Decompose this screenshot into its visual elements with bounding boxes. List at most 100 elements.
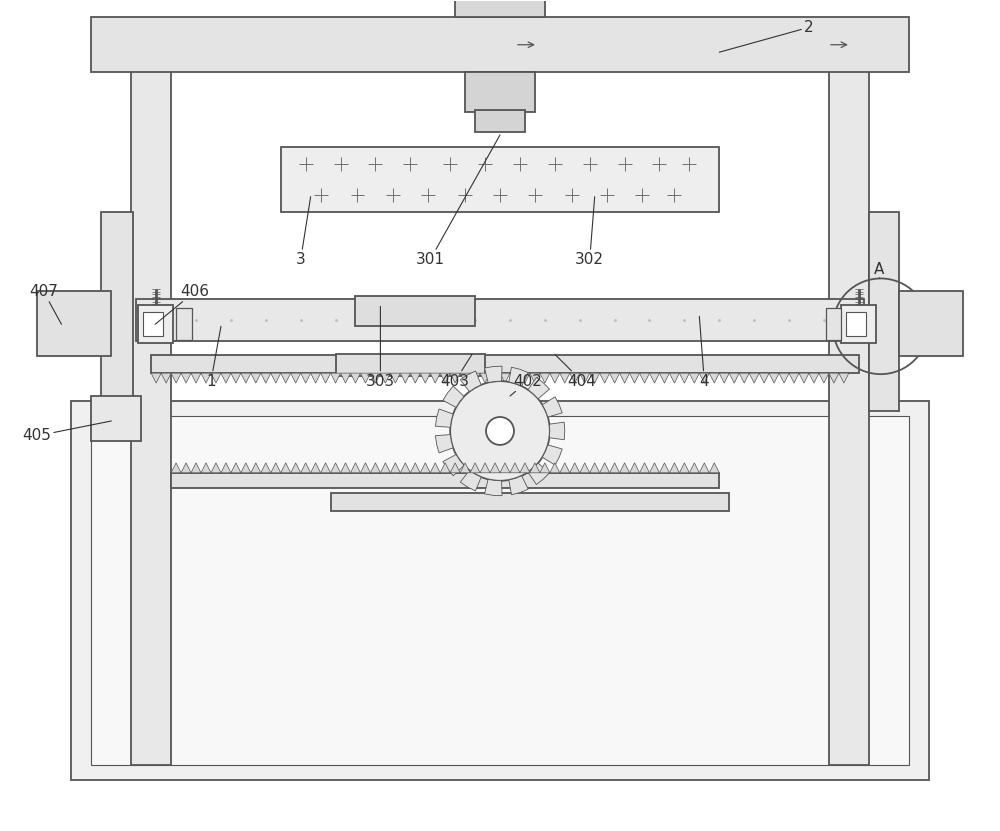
Polygon shape <box>443 455 464 476</box>
Polygon shape <box>600 373 610 383</box>
Bar <box>136 299 864 342</box>
Text: 301: 301 <box>416 135 500 267</box>
Polygon shape <box>360 373 370 383</box>
Bar <box>151 355 859 373</box>
Polygon shape <box>759 373 769 383</box>
Polygon shape <box>221 463 231 473</box>
Polygon shape <box>460 371 481 391</box>
Polygon shape <box>679 373 689 383</box>
Polygon shape <box>570 463 580 473</box>
Polygon shape <box>699 463 709 473</box>
Polygon shape <box>520 463 530 473</box>
Polygon shape <box>600 463 610 473</box>
Polygon shape <box>570 373 580 383</box>
Polygon shape <box>430 463 440 473</box>
Polygon shape <box>191 373 201 383</box>
Polygon shape <box>281 463 291 473</box>
Polygon shape <box>341 373 351 383</box>
Polygon shape <box>171 463 181 473</box>
Bar <box>101 212 133 411</box>
Bar <box>455 0 545 17</box>
Bar <box>841 305 876 343</box>
Polygon shape <box>151 373 161 383</box>
Polygon shape <box>590 373 600 383</box>
Text: 303: 303 <box>366 307 395 389</box>
Polygon shape <box>839 373 849 383</box>
Polygon shape <box>509 476 528 494</box>
Polygon shape <box>400 373 410 383</box>
Bar <box>91 416 909 765</box>
Polygon shape <box>450 463 460 473</box>
Polygon shape <box>640 463 649 473</box>
Polygon shape <box>181 463 191 473</box>
Polygon shape <box>620 463 630 473</box>
Polygon shape <box>480 463 490 473</box>
Polygon shape <box>351 463 360 473</box>
Polygon shape <box>470 373 480 383</box>
Polygon shape <box>729 373 739 383</box>
Polygon shape <box>689 373 699 383</box>
Polygon shape <box>470 463 480 473</box>
Polygon shape <box>201 373 211 383</box>
Polygon shape <box>528 377 549 399</box>
Text: 2: 2 <box>719 20 814 52</box>
Polygon shape <box>485 479 502 496</box>
Polygon shape <box>351 373 360 383</box>
Bar <box>171 473 719 488</box>
Polygon shape <box>620 373 630 383</box>
Polygon shape <box>659 463 669 473</box>
Polygon shape <box>311 373 321 383</box>
Polygon shape <box>739 373 749 383</box>
Bar <box>846 312 866 337</box>
Polygon shape <box>542 397 562 417</box>
Polygon shape <box>528 463 549 484</box>
Text: 1: 1 <box>206 327 221 389</box>
Bar <box>829 47 869 765</box>
Bar <box>899 292 963 356</box>
Polygon shape <box>161 373 171 383</box>
Polygon shape <box>580 373 590 383</box>
Polygon shape <box>281 373 291 383</box>
Polygon shape <box>669 373 679 383</box>
Polygon shape <box>509 367 528 386</box>
Text: 402: 402 <box>510 374 542 396</box>
Polygon shape <box>809 373 819 383</box>
Bar <box>37 292 111 356</box>
Bar <box>465 72 535 112</box>
Polygon shape <box>410 373 420 383</box>
Polygon shape <box>799 373 809 383</box>
Polygon shape <box>443 386 464 407</box>
Polygon shape <box>480 373 490 383</box>
Polygon shape <box>659 373 669 383</box>
Bar <box>138 305 173 343</box>
Polygon shape <box>261 373 271 383</box>
Polygon shape <box>610 373 620 383</box>
Polygon shape <box>542 445 562 465</box>
Text: A: A <box>874 262 884 277</box>
Polygon shape <box>510 463 520 473</box>
Polygon shape <box>331 373 341 383</box>
Text: 405: 405 <box>22 421 111 444</box>
Polygon shape <box>549 422 565 440</box>
Polygon shape <box>520 373 530 383</box>
Polygon shape <box>450 373 460 383</box>
Polygon shape <box>231 373 241 383</box>
Polygon shape <box>699 373 709 383</box>
Polygon shape <box>181 373 191 383</box>
Polygon shape <box>630 463 640 473</box>
Bar <box>176 308 192 340</box>
Polygon shape <box>211 463 221 473</box>
Polygon shape <box>321 373 331 383</box>
Polygon shape <box>435 409 453 427</box>
Polygon shape <box>380 463 390 473</box>
Polygon shape <box>500 373 510 383</box>
Circle shape <box>450 381 550 481</box>
Polygon shape <box>301 463 311 473</box>
Polygon shape <box>560 373 570 383</box>
Polygon shape <box>321 463 331 473</box>
Polygon shape <box>271 373 281 383</box>
Polygon shape <box>749 373 759 383</box>
Polygon shape <box>530 463 540 473</box>
Polygon shape <box>485 366 502 382</box>
Polygon shape <box>719 373 729 383</box>
